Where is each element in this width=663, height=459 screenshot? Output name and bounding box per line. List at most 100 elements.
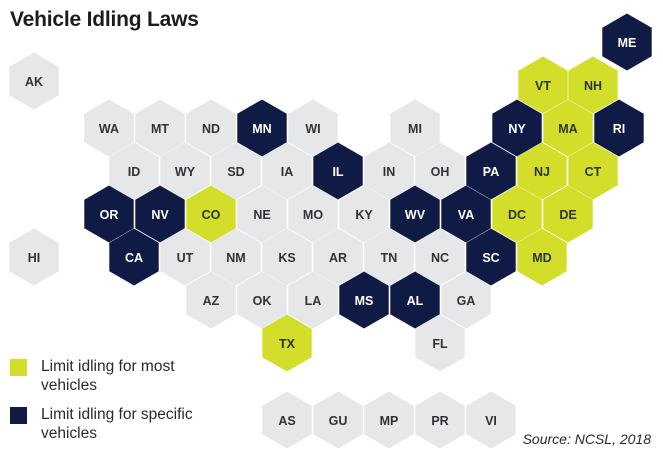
hex-ak: AK [9, 52, 59, 110]
hex-label-wy: WY [175, 165, 196, 179]
hex-nd: ND [186, 99, 236, 157]
hex-wy: WY [160, 142, 210, 200]
hex-pa: PA [466, 142, 516, 200]
hex-tile-ri [594, 99, 644, 157]
hex-tile-ky [339, 185, 389, 243]
hex-label-nj: NJ [534, 165, 550, 179]
hex-tile-hi [9, 228, 59, 286]
hex-tile-ma [543, 99, 593, 157]
hex-tile-la [288, 271, 338, 329]
hex-tile-al [390, 271, 440, 329]
hex-or: OR [84, 185, 134, 243]
hex-ks: KS [262, 228, 312, 286]
hex-tile-nc [415, 228, 465, 286]
hex-tile-va [441, 185, 491, 243]
hex-tile-mn [237, 99, 287, 157]
hex-ma: MA [543, 99, 593, 157]
hex-ok: OK [237, 271, 287, 329]
hex-label-ar: AR [329, 251, 347, 265]
hex-label-nd: ND [202, 122, 220, 136]
hex-label-wi: WI [305, 122, 320, 136]
hex-label-ok: OK [253, 294, 272, 308]
hex-sd: SD [211, 142, 261, 200]
hex-tile-pr [415, 391, 465, 449]
hex-nh: NH [568, 56, 618, 114]
hex-il: IL [313, 142, 363, 200]
hex-de: DE [543, 185, 593, 243]
hex-tile-ar [313, 228, 363, 286]
hex-label-co: CO [202, 208, 221, 222]
hex-tile-nd [186, 99, 236, 157]
hex-label-ia: IA [281, 165, 294, 179]
hex-vi: VI [466, 391, 516, 449]
hex-tile-me [602, 13, 652, 71]
hex-label-as: AS [278, 414, 295, 428]
hex-label-pr: PR [431, 414, 448, 428]
hex-tile-nv [135, 185, 185, 243]
hex-tile-nj [517, 142, 567, 200]
hex-al: AL [390, 271, 440, 329]
hex-label-id: ID [128, 165, 141, 179]
hex-label-in: IN [383, 165, 396, 179]
hex-la: LA [288, 271, 338, 329]
hex-tile-wy [160, 142, 210, 200]
hex-label-ms: MS [355, 294, 374, 308]
hex-tile-nh [568, 56, 618, 114]
hex-co: CO [186, 185, 236, 243]
hex-label-dc: DC [508, 208, 526, 222]
hex-tile-ct [568, 142, 618, 200]
hex-label-la: LA [305, 294, 322, 308]
hex-ri: RI [594, 99, 644, 157]
legend-swatch-most [10, 359, 27, 376]
hex-label-oh: OH [431, 165, 450, 179]
legend-label-most: Limit idling for most vehicles [41, 358, 175, 394]
map-title: Vehicle Idling Laws [10, 8, 199, 31]
hex-label-mi: MI [408, 122, 422, 136]
hex-mi: MI [390, 99, 440, 157]
hex-nj: NJ [517, 142, 567, 200]
hex-label-ak: AK [25, 75, 43, 89]
hex-tile-mt [135, 99, 185, 157]
hex-vt: VT [518, 56, 568, 114]
hex-label-va: VA [458, 208, 474, 222]
hex-as: AS [262, 391, 312, 449]
hex-sc: SC [466, 228, 516, 286]
hex-tile-dc [492, 185, 542, 243]
hex-tile-pa [466, 142, 516, 200]
hex-tile-mp [364, 391, 414, 449]
hex-tile-as [262, 391, 312, 449]
source-note: Source: NCSL, 2018 [522, 431, 651, 447]
hex-tile-tx [262, 314, 312, 372]
hex-dc: DC [492, 185, 542, 243]
hex-in: IN [364, 142, 414, 200]
hex-ia: IA [262, 142, 312, 200]
hex-label-vi: VI [485, 414, 497, 428]
hex-tile-ne [237, 185, 287, 243]
hex-label-ca: CA [125, 251, 143, 265]
hex-tile-wi [288, 99, 338, 157]
hex-tile-wv [390, 185, 440, 243]
hex-label-tn: TN [381, 251, 398, 265]
hex-tile-or [84, 185, 134, 243]
hex-label-nh: NH [584, 79, 602, 93]
hex-wv: WV [390, 185, 440, 243]
hex-label-vt: VT [535, 79, 551, 93]
hex-tile-mi [390, 99, 440, 157]
hex-tile-md [517, 228, 567, 286]
hex-label-nc: NC [431, 251, 449, 265]
legend-label-specific: Limit idling for specific vehicles [41, 406, 193, 442]
hex-md: MD [517, 228, 567, 286]
hex-label-ga: GA [457, 294, 476, 308]
hex-label-ks: KS [278, 251, 295, 265]
hex-tile-sc [466, 228, 516, 286]
hex-tile-il [313, 142, 363, 200]
hex-label-tx: TX [279, 337, 296, 351]
legend-swatch-specific [10, 407, 27, 424]
hex-ct: CT [568, 142, 618, 200]
hex-nm: NM [211, 228, 261, 286]
hex-ga: GA [441, 271, 491, 329]
hex-tile-ga [441, 271, 491, 329]
hex-pr: PR [415, 391, 465, 449]
hex-tile-in [364, 142, 414, 200]
hex-label-mn: MN [252, 122, 271, 136]
